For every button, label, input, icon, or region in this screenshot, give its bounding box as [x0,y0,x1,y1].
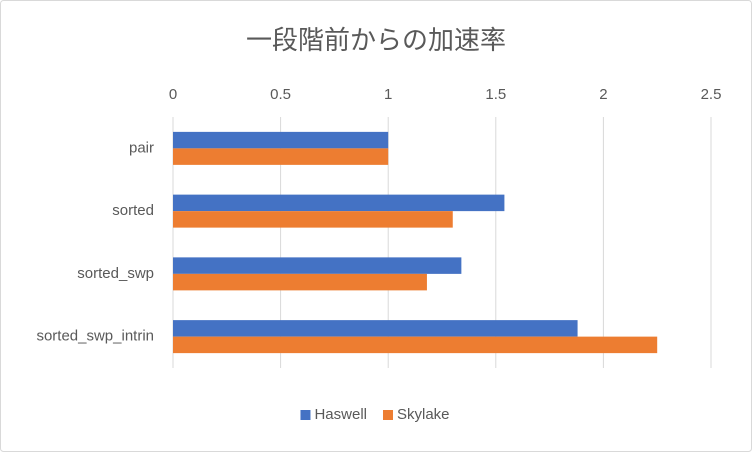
bar [173,336,658,354]
x-tick-label: 0 [169,86,177,103]
x-tick-label: 2.5 [701,86,722,103]
bar [173,194,505,212]
legend-label: Haswell [314,406,367,423]
y-tick-label: sorted_swp [77,265,154,282]
bar [173,273,427,291]
chart-title: 一段階前からの加速率 [246,25,506,55]
bar [173,211,453,228]
y-tick-label: sorted [112,202,154,219]
x-tick-label: 1.5 [485,86,506,103]
legend-label: Skylake [397,406,450,423]
legend-swatch [382,410,393,420]
x-tick-label: 2 [599,86,607,103]
bar [173,257,462,274]
y-tick-label: sorted_swp_intrin [36,328,154,345]
legend-swatch [300,410,311,420]
bar [173,131,389,149]
x-tick-label: 1 [384,86,392,103]
y-tick-label: pair [129,139,154,156]
bar [173,320,578,337]
bar [173,148,389,165]
x-tick-label: 0.5 [270,86,291,103]
